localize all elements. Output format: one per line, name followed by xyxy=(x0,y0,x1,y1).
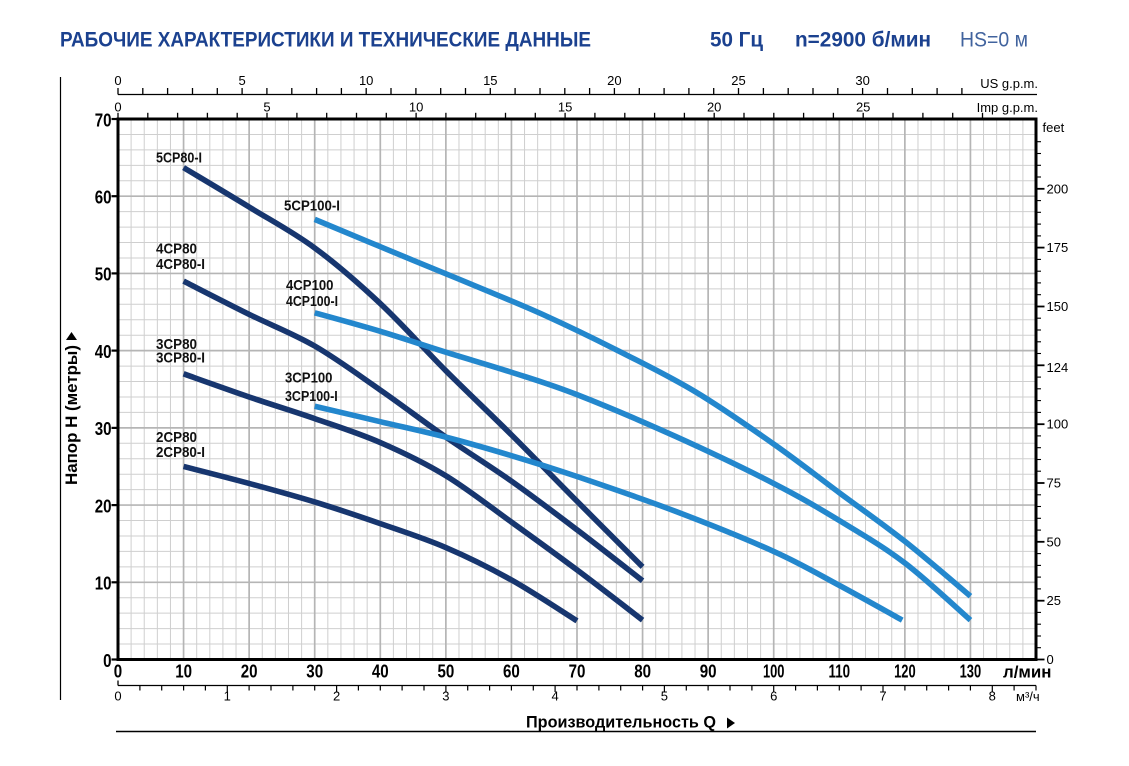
svg-text:70: 70 xyxy=(569,661,586,681)
svg-text:25: 25 xyxy=(1047,593,1061,608)
svg-text:3CP100-I: 3CP100-I xyxy=(285,388,338,405)
svg-text:15: 15 xyxy=(483,73,497,88)
svg-text:n=2900 б/мин: n=2900 б/мин xyxy=(795,28,931,52)
svg-text:40: 40 xyxy=(372,661,389,681)
svg-text:0: 0 xyxy=(114,689,121,704)
svg-text:5: 5 xyxy=(263,100,270,115)
svg-text:40: 40 xyxy=(95,342,112,362)
svg-text:2CP80-I: 2CP80-I xyxy=(156,444,205,461)
svg-text:7: 7 xyxy=(879,689,886,704)
svg-text:4CP100-I: 4CP100-I xyxy=(286,293,338,310)
svg-text:70: 70 xyxy=(95,110,112,130)
svg-text:150: 150 xyxy=(1047,299,1069,314)
svg-text:110: 110 xyxy=(829,661,851,681)
svg-text:200: 200 xyxy=(1047,181,1069,196)
svg-text:75: 75 xyxy=(1047,476,1061,491)
svg-text:4CP80-I: 4CP80-I xyxy=(156,256,205,273)
svg-text:5: 5 xyxy=(238,73,245,88)
svg-text:feet: feet xyxy=(1043,120,1065,135)
svg-text:м³/ч: м³/ч xyxy=(1016,689,1040,704)
svg-text:20: 20 xyxy=(607,73,621,88)
svg-text:25: 25 xyxy=(731,73,745,88)
svg-text:Напор H (метры): Напор H (метры) xyxy=(63,345,81,485)
svg-text:3CP80: 3CP80 xyxy=(156,336,197,353)
svg-text:0: 0 xyxy=(114,100,121,115)
svg-text:10: 10 xyxy=(409,100,423,115)
svg-text:50: 50 xyxy=(438,661,455,681)
svg-text:120: 120 xyxy=(894,661,916,681)
svg-text:50: 50 xyxy=(1047,534,1061,549)
svg-text:5CP100-I: 5CP100-I xyxy=(284,198,340,215)
svg-text:175: 175 xyxy=(1047,240,1069,255)
svg-text:0: 0 xyxy=(114,661,122,681)
svg-text:4CP80: 4CP80 xyxy=(156,241,197,258)
svg-text:30: 30 xyxy=(306,661,323,681)
svg-text:100: 100 xyxy=(763,661,785,681)
svg-text:0: 0 xyxy=(114,73,121,88)
svg-text:л/мин: л/мин xyxy=(1003,662,1052,681)
svg-text:0: 0 xyxy=(103,651,111,671)
svg-text:60: 60 xyxy=(503,661,520,681)
svg-text:US g.p.m.: US g.p.m. xyxy=(980,76,1038,91)
svg-text:4: 4 xyxy=(551,689,558,704)
svg-text:10: 10 xyxy=(175,661,192,681)
svg-text:8: 8 xyxy=(989,689,996,704)
svg-text:2: 2 xyxy=(333,689,340,704)
svg-text:130: 130 xyxy=(960,661,982,681)
svg-text:25: 25 xyxy=(856,100,870,115)
svg-text:3CP100: 3CP100 xyxy=(285,370,333,387)
svg-text:10: 10 xyxy=(359,73,373,88)
svg-text:2CP80: 2CP80 xyxy=(156,429,197,446)
svg-text:3CP80-I: 3CP80-I xyxy=(156,350,205,367)
svg-text:HS=0 м: HS=0 м xyxy=(960,28,1028,52)
svg-text:90: 90 xyxy=(700,661,717,681)
svg-text:124: 124 xyxy=(1047,360,1069,375)
svg-text:Производительность Q: Производительность Q xyxy=(526,714,716,732)
svg-text:20: 20 xyxy=(241,661,258,681)
svg-text:50: 50 xyxy=(95,265,112,285)
svg-text:Imp g.p.m.: Imp g.p.m. xyxy=(977,100,1038,115)
svg-text:5CP80-I: 5CP80-I xyxy=(156,150,202,167)
svg-text:20: 20 xyxy=(95,496,112,516)
svg-text:100: 100 xyxy=(1047,417,1069,432)
svg-text:20: 20 xyxy=(707,100,721,115)
svg-text:5: 5 xyxy=(661,689,668,704)
svg-text:0: 0 xyxy=(1047,652,1054,667)
svg-text:4CP100: 4CP100 xyxy=(286,277,334,294)
svg-text:60: 60 xyxy=(95,188,112,208)
svg-text:РАБОЧИЕ ХАРАКТЕРИСТИКИ И ТЕХНИ: РАБОЧИЕ ХАРАКТЕРИСТИКИ И ТЕХНИЧЕСКИЕ ДАН… xyxy=(60,28,591,52)
svg-text:10: 10 xyxy=(95,574,112,594)
svg-text:15: 15 xyxy=(558,100,572,115)
svg-text:1: 1 xyxy=(224,689,231,704)
svg-text:30: 30 xyxy=(855,73,869,88)
svg-text:30: 30 xyxy=(95,419,112,439)
svg-text:50 Гц: 50 Гц xyxy=(710,28,764,52)
svg-text:3: 3 xyxy=(442,689,449,704)
svg-text:6: 6 xyxy=(770,689,777,704)
svg-text:80: 80 xyxy=(634,661,651,681)
